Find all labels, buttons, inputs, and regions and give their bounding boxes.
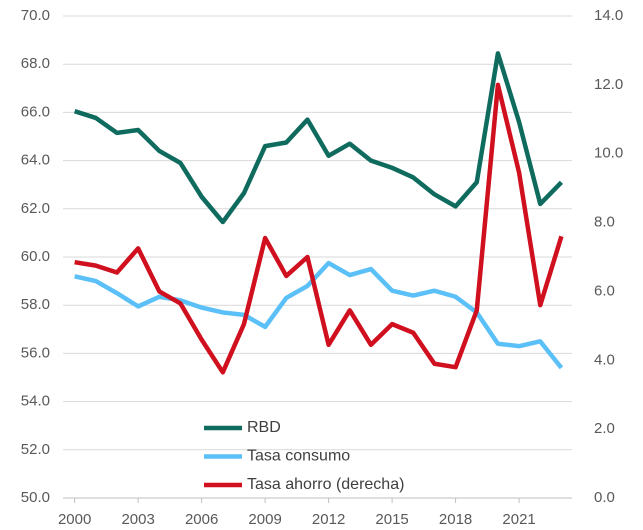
x-tick-label: 2003 [121, 511, 154, 528]
y-tick-label: 50.0 [21, 489, 50, 506]
y-tick-label: 58.0 [21, 296, 50, 313]
y2-tick-label: 14.0 [594, 7, 623, 24]
y-tick-label: 68.0 [21, 55, 50, 72]
y2-tick-label: 12.0 [594, 76, 623, 93]
legend-label: Tasa consumo [247, 448, 350, 465]
y-tick-label: 70.0 [21, 7, 50, 24]
y-tick-label: 56.0 [21, 344, 50, 361]
x-tick-label: 2006 [185, 511, 218, 528]
x-tick-label: 2021 [502, 511, 535, 528]
y-tick-label: 66.0 [21, 103, 50, 120]
x-tick-label: 2018 [439, 511, 472, 528]
x-tick-label: 2000 [58, 511, 91, 528]
x-tick-label: 2012 [312, 511, 345, 528]
y2-tick-label: 8.0 [594, 214, 615, 231]
y2-tick-label: 2.0 [594, 420, 615, 437]
series-line [73, 51, 564, 225]
y2-tick-label: 10.0 [594, 145, 623, 162]
y2-tick-label: 4.0 [594, 351, 615, 368]
y-tick-label: 64.0 [21, 152, 50, 169]
y2-tick-label: 6.0 [594, 282, 615, 299]
y-tick-label: 54.0 [21, 393, 50, 410]
series-line [74, 82, 564, 375]
x-tick-label: 2009 [248, 511, 281, 528]
x-tick-label: 2015 [375, 511, 408, 528]
y-tick-label: 60.0 [21, 248, 50, 265]
y-tick-label: 52.0 [21, 441, 50, 458]
y2-tick-label: 0.0 [594, 489, 615, 506]
y-tick-label: 62.0 [21, 200, 50, 217]
legend-label: Tasa ahorro (derecha) [247, 476, 404, 493]
series-line [74, 260, 564, 370]
legend-label: RBD [247, 419, 281, 436]
